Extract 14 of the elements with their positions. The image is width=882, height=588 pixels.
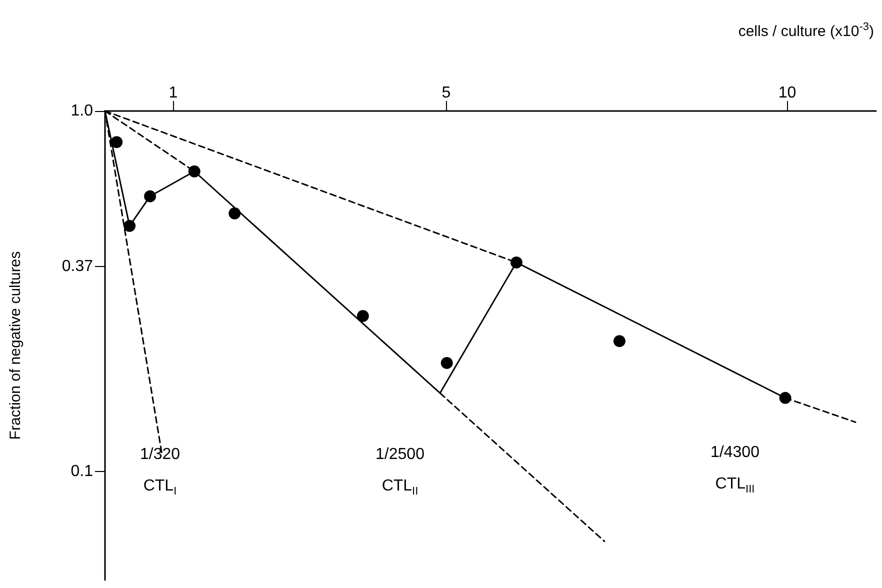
y-tick-label: 1.0 bbox=[70, 102, 94, 120]
y-tick-label: 0.37 bbox=[62, 258, 94, 276]
x-axis-title: cells / culture (x10$^{-3}$) bbox=[738, 21, 874, 40]
x-tick-label: 5 bbox=[442, 84, 451, 102]
y-axis-title: Fraction of negative cultures bbox=[7, 251, 24, 440]
annotation: CTL$_{I}$ bbox=[143, 477, 177, 498]
annotation: 1/320 bbox=[140, 446, 180, 463]
x-tick-label: 10 bbox=[778, 84, 796, 102]
y-tick-label: 0.1 bbox=[70, 462, 94, 480]
x-tick-label: 1 bbox=[168, 84, 178, 102]
annotation: 1/2500 bbox=[376, 446, 424, 463]
annotation: CTL$_{II}$ bbox=[382, 477, 418, 498]
annotation: CTL$_{III}$ bbox=[715, 475, 755, 496]
annotation: 1/4300 bbox=[710, 444, 760, 461]
